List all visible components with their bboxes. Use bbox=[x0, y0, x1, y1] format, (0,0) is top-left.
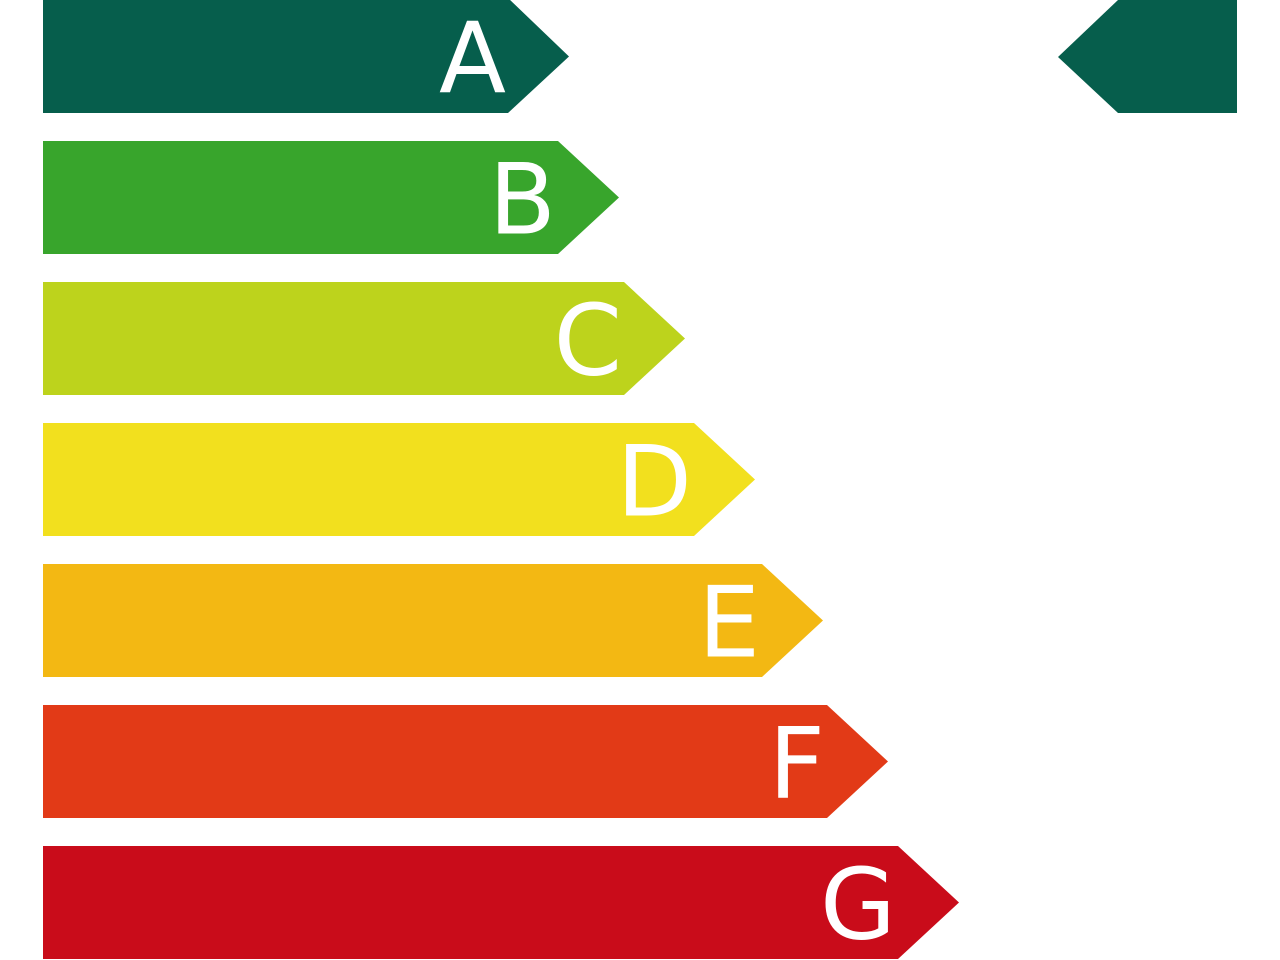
energy-bar bbox=[43, 846, 959, 959]
energy-class-d: D bbox=[43, 423, 755, 540]
energy-class-f: F bbox=[43, 705, 888, 822]
energy-bar bbox=[43, 705, 888, 818]
energy-class-e: E bbox=[43, 564, 823, 681]
energy-class-letter: E bbox=[698, 567, 760, 681]
energy-class-letter: G bbox=[820, 849, 896, 960]
energy-bar bbox=[43, 282, 685, 395]
energy-class-letter: F bbox=[769, 708, 825, 822]
rating-indicator-arrow bbox=[1058, 0, 1237, 113]
energy-class-letter: B bbox=[489, 144, 556, 258]
energy-class-letter: C bbox=[554, 285, 622, 399]
energy-bar bbox=[43, 423, 755, 536]
energy-class-a: A bbox=[43, 0, 569, 117]
energy-bar bbox=[43, 141, 619, 254]
energy-bar bbox=[43, 0, 569, 113]
energy-class-letter: A bbox=[439, 3, 506, 117]
energy-class-letter: D bbox=[617, 426, 692, 540]
energy-class-c: C bbox=[43, 282, 685, 399]
energy-class-b: B bbox=[43, 141, 619, 258]
energy-bar bbox=[43, 564, 823, 677]
energy-class-g: G bbox=[43, 846, 959, 960]
